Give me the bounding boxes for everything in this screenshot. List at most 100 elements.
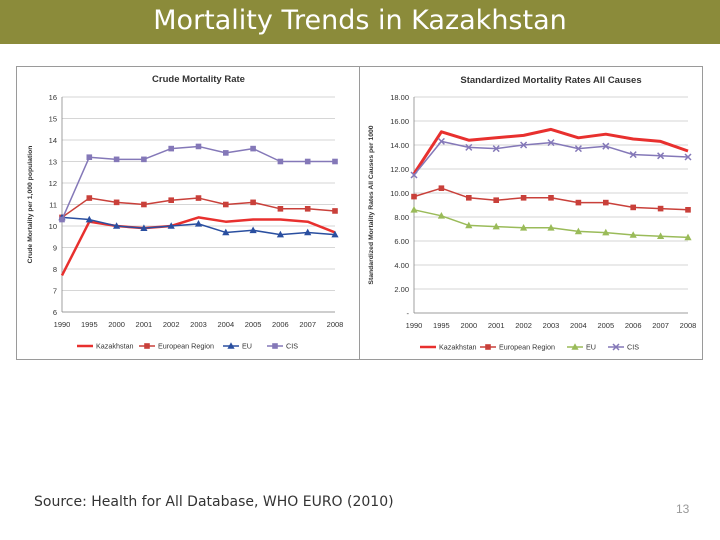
data-point [113,156,120,163]
source-note: Source: Health for All Database, WHO EUR… [34,494,394,510]
data-point [574,227,582,235]
crude-mortality-chart-panel: Crude Mortality Rate 6 7 8 9 10 11 12 13 14 15 16 19… [16,66,360,360]
page-number: 13 [676,502,690,516]
data-point [304,158,311,165]
data-point [276,230,284,238]
y-tick-label: 10 [49,222,57,231]
x-tick-label: 2003 [190,320,207,329]
legend-marker [612,343,620,351]
legend-label: European Region [158,342,214,351]
data-point [629,151,637,159]
data-point [685,207,691,213]
title-bar [0,0,720,44]
legend-label: EU [586,343,596,352]
data-point [140,224,148,231]
x-tick-label: 2000 [460,321,477,330]
data-point [141,156,147,163]
data-point [466,195,472,201]
data-point [493,197,499,203]
x-tick-label: 2008 [680,321,697,330]
legend-label: EU [242,342,252,351]
series-line [61,197,336,219]
x-tick-label: 2001 [136,320,153,329]
legend-marker [272,343,278,349]
data-point [332,158,338,165]
data-point [86,154,93,160]
x-tick-label: 2000 [108,320,125,329]
x-tick-label: 2003 [543,321,560,330]
data-point [547,139,555,147]
data-point [168,145,174,152]
data-point [141,201,147,208]
legend-label: European Region [499,343,555,352]
data-point [465,143,473,151]
x-tick-label: 1995 [81,320,98,329]
legend-label: Kazakhstan [439,343,477,352]
data-point [602,228,610,236]
y-tick-label: 7 [53,287,57,296]
data-point [332,208,338,214]
y-tick-label: 2.00 [394,285,409,294]
y-tick-label: 4.00 [394,261,409,270]
data-point [657,232,665,239]
data-point [657,205,664,212]
slide-title: Mortality Trends in Kazakhstan [153,5,567,36]
x-tick-label: 2006 [272,320,289,329]
data-point [277,206,284,212]
legend-label: CIS [627,343,639,352]
data-point [437,137,445,145]
data-point [277,158,284,165]
data-point [194,220,203,227]
x-tick-label: 2002 [515,321,532,330]
data-point [85,215,93,223]
x-tick-label: 2007 [299,320,316,329]
data-point [438,185,445,191]
data-point [520,141,528,149]
data-point [331,230,339,238]
data-point [222,228,230,236]
data-point [411,193,417,200]
data-point [113,222,121,229]
data-point [437,212,445,219]
x-tick-label: 2004 [217,320,234,329]
y-tick-label: 16 [49,93,57,102]
y-tick-label: 12 [49,179,57,188]
data-point [167,222,175,229]
data-point [250,199,256,206]
data-point [602,142,610,150]
data-point [410,171,418,179]
standardized-mortality-chart-panel: Standardized Mortality Rates All Causes -… [359,66,703,360]
y-tick-label: 18.00 [390,93,409,102]
data-point [547,224,555,231]
y-tick-label: 6.00 [394,237,409,246]
data-point [249,226,257,234]
data-point [603,199,609,206]
x-tick-label: 2001 [488,321,505,330]
y-axis-title: Standardized Mortality Rates All Causes … [368,125,375,284]
y-tick-label: 12.00 [390,165,409,174]
data-point [86,195,93,201]
x-tick-label: 2002 [163,320,180,329]
data-point [304,228,312,236]
data-point [630,204,636,211]
x-tick-label: 1995 [433,321,450,330]
y-tick-label: 6 [53,308,57,317]
data-point [465,221,473,229]
series-line [413,140,689,176]
data-point [629,231,637,238]
data-point [520,224,528,231]
data-point [195,195,202,201]
series-line [412,127,689,175]
x-tick-label: 2008 [327,320,344,329]
data-point [113,199,120,206]
data-point [223,150,229,156]
y-axis-title: Crude Mortality per 1,000 population [27,146,34,264]
y-tick-label: 16.00 [390,117,409,126]
data-point [59,216,65,223]
data-point [410,206,418,213]
data-point [684,153,692,161]
data-point [304,206,311,212]
data-point [492,145,500,153]
y-tick-label: 14.00 [390,141,409,150]
y-tick-label: 11 [49,201,57,210]
